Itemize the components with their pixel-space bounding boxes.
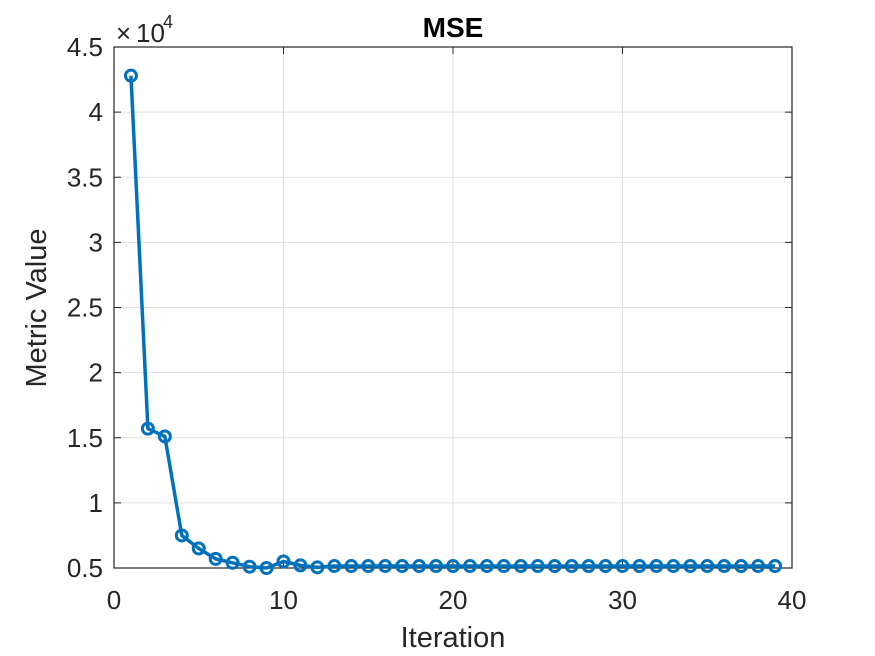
y-exponent-times: ×	[116, 18, 131, 48]
data-point	[361, 559, 376, 574]
data-point	[547, 559, 562, 574]
x-tick-labels: 0 10 20 30 40	[107, 585, 807, 615]
axes	[113, 46, 793, 569]
data-point	[632, 559, 647, 574]
y-tick-label: 4.5	[67, 32, 103, 62]
data-point	[717, 559, 732, 574]
y-tick-label: 1	[89, 488, 103, 518]
data-point	[429, 559, 444, 574]
data-point	[734, 559, 749, 574]
data-point	[327, 559, 342, 574]
y-exponent-label: × 10 4	[116, 12, 173, 48]
data-point	[581, 559, 596, 574]
y-tick-label: 1.5	[67, 423, 103, 453]
data-point	[123, 68, 138, 83]
x-axis-label: Iteration	[401, 622, 506, 654]
data-point	[191, 541, 206, 556]
x-tick-label: 40	[778, 585, 807, 615]
data-point	[378, 559, 393, 574]
data-point	[479, 559, 494, 574]
data-point	[157, 429, 172, 444]
data-point	[395, 559, 410, 574]
data-point	[598, 559, 613, 574]
data-point	[530, 559, 545, 574]
series-mse	[123, 68, 783, 575]
y-tick-label: 3	[89, 227, 103, 257]
data-point	[344, 559, 359, 574]
data-point	[310, 560, 325, 575]
data-point	[293, 558, 308, 573]
x-tick-label: 10	[269, 585, 298, 615]
data-point	[683, 559, 698, 574]
y-exponent-base: 10	[136, 18, 165, 48]
y-exponent-power: 4	[163, 12, 173, 32]
x-tick-label: 30	[608, 585, 637, 615]
data-point	[412, 559, 427, 574]
data-point	[462, 559, 477, 574]
data-point	[225, 555, 240, 570]
data-point	[649, 559, 664, 574]
grid-lines	[114, 47, 792, 568]
data-point	[564, 559, 579, 574]
data-point	[513, 559, 528, 574]
y-tick-label: 0.5	[67, 553, 103, 583]
data-point	[446, 559, 460, 574]
data-point	[751, 559, 766, 574]
data-point	[174, 528, 189, 543]
y-tick-label: 4	[89, 97, 103, 127]
data-point	[768, 559, 783, 574]
x-tick-label: 0	[107, 585, 121, 615]
y-tick-label: 3.5	[67, 162, 103, 192]
data-point	[140, 421, 155, 436]
y-tick-label: 2.5	[67, 293, 103, 323]
data-point	[242, 559, 257, 574]
chart-title: MSE	[423, 12, 484, 43]
y-axis-label: Metric Value	[21, 228, 53, 387]
data-point	[276, 554, 291, 569]
data-point	[666, 559, 681, 574]
data-point	[615, 559, 630, 574]
x-tick-label: 20	[439, 585, 468, 615]
y-tick-labels: 0.5 1 1.5 2 2.5 3 3.5 4 4.5	[67, 32, 103, 583]
data-point	[496, 559, 511, 574]
data-point	[259, 561, 274, 575]
data-point	[208, 551, 223, 566]
y-tick-label: 2	[89, 358, 103, 388]
axes-box	[113, 46, 793, 569]
data-point	[700, 559, 715, 574]
